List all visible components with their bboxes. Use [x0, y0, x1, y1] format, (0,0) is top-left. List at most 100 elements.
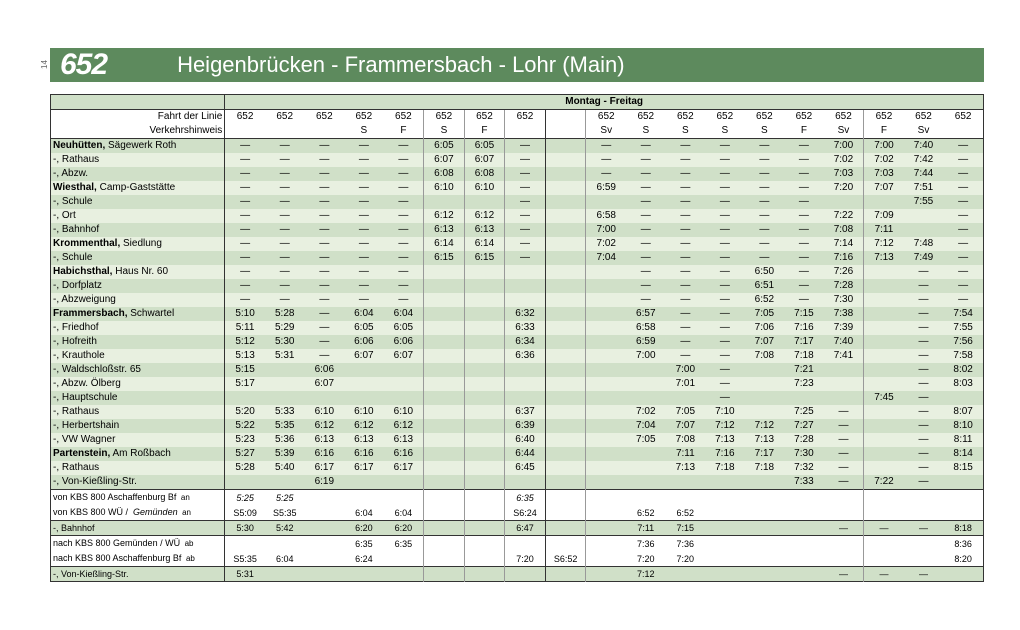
time-cell [265, 377, 305, 391]
time-cell: 5:15 [225, 363, 265, 377]
time-cell: — [824, 475, 864, 490]
time-cell [505, 363, 546, 377]
time-cell: 6:13 [344, 433, 384, 447]
time-cell: — [784, 167, 824, 181]
time-cell [586, 377, 626, 391]
time-cell: 6:45 [505, 461, 546, 475]
time-cell [586, 293, 626, 307]
time-cell: — [705, 293, 745, 307]
time-cell [545, 461, 586, 475]
stop-name: -, Dorfplatz [51, 279, 225, 293]
time-cell [505, 377, 546, 391]
conn-cell [904, 490, 944, 506]
time-cell [864, 405, 904, 419]
time-cell: 6:13 [305, 433, 345, 447]
conn-cell [225, 536, 265, 552]
time-cell [344, 391, 384, 405]
time-cell: 6:05 [384, 321, 424, 335]
time-cell: — [705, 321, 745, 335]
time-cell: 6:19 [305, 475, 345, 490]
time-cell: — [344, 251, 384, 265]
time-cell: — [666, 139, 706, 154]
time-cell [424, 307, 465, 321]
time-cell: — [824, 419, 864, 433]
time-cell: 6:58 [586, 209, 626, 223]
time-cell: 6:10 [424, 181, 465, 195]
time-cell [864, 321, 904, 335]
time-cell: — [943, 293, 983, 307]
meta-cell: S [424, 124, 465, 139]
time-cell [545, 153, 586, 167]
stop-name: -, Herbertshain [51, 419, 225, 433]
conn-cell [464, 567, 505, 582]
time-cell: — [705, 349, 745, 363]
time-cell: 7:30 [784, 447, 824, 461]
time-cell: 6:13 [464, 223, 505, 237]
time-cell: — [305, 181, 345, 195]
time-cell: 7:41 [824, 349, 864, 363]
time-cell [864, 447, 904, 461]
time-cell: — [705, 377, 745, 391]
route-title: Heigenbrücken - Frammersbach - Lohr (Mai… [177, 52, 625, 78]
conn-cell [424, 490, 465, 506]
time-cell: — [626, 181, 666, 195]
time-cell: — [505, 223, 546, 237]
time-cell: — [784, 293, 824, 307]
meta-cell: Sv [904, 124, 944, 139]
time-cell: — [666, 279, 706, 293]
time-cell: 8:14 [943, 447, 983, 461]
time-cell: 6:57 [626, 307, 666, 321]
conn-cell [705, 521, 745, 536]
time-cell [424, 447, 465, 461]
time-cell: — [666, 293, 706, 307]
time-cell: — [745, 195, 785, 209]
time-cell: 7:18 [705, 461, 745, 475]
stop-name: -, Krauthole [51, 349, 225, 363]
stop-name: Partenstein, Am Roßbach [51, 447, 225, 461]
time-cell: — [784, 223, 824, 237]
time-cell: 6:51 [745, 279, 785, 293]
stop-name: -, Rathaus [51, 461, 225, 475]
time-cell: — [904, 433, 944, 447]
time-cell: 6:58 [626, 321, 666, 335]
time-cell: — [265, 237, 305, 251]
conn-cell: 6:24 [344, 551, 384, 567]
conn-cell: 6:04 [344, 505, 384, 521]
time-cell: — [265, 167, 305, 181]
time-cell: 5:40 [265, 461, 305, 475]
conn-cell [705, 536, 745, 552]
time-cell [545, 209, 586, 223]
conn-cell: — [904, 567, 944, 582]
time-cell [586, 265, 626, 279]
meta-cell: S [745, 124, 785, 139]
time-cell: 5:35 [265, 419, 305, 433]
time-cell: 6:59 [626, 335, 666, 349]
time-cell: 6:17 [344, 461, 384, 475]
time-cell: 7:21 [784, 363, 824, 377]
time-cell: — [505, 181, 546, 195]
time-cell: 7:22 [864, 475, 904, 490]
time-cell [586, 307, 626, 321]
stop-name: Neuhütten, Sägewerk Roth [51, 139, 225, 154]
time-cell: — [943, 181, 983, 195]
time-cell: — [904, 363, 944, 377]
time-cell: — [505, 153, 546, 167]
conn-name: -, Von-Kießling-Str. [51, 567, 225, 582]
conn-cell [904, 551, 944, 567]
time-cell: — [626, 195, 666, 209]
time-cell: 6:07 [384, 349, 424, 363]
meta-cell: Sv [824, 124, 864, 139]
time-cell: — [943, 195, 983, 209]
time-cell: 6:04 [384, 307, 424, 321]
time-cell [424, 377, 465, 391]
time-cell: — [626, 265, 666, 279]
conn-cell: 6:47 [505, 521, 546, 536]
time-cell [545, 195, 586, 209]
time-cell: 6:05 [424, 139, 465, 154]
conn-cell [586, 536, 626, 552]
conn-name: von KBS 800 Aschaffenburg Bf an [51, 490, 225, 506]
conn-cell [305, 490, 345, 506]
time-cell: — [626, 223, 666, 237]
time-cell: 7:14 [824, 237, 864, 251]
time-cell: — [904, 307, 944, 321]
